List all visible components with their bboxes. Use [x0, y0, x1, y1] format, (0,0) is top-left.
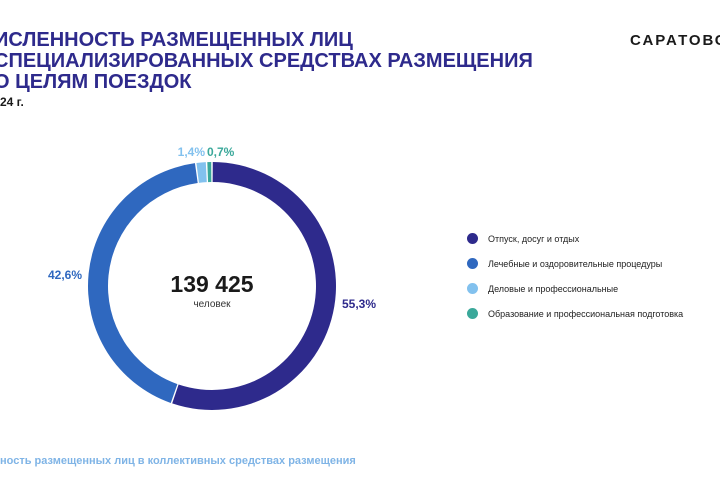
- legend-marker: [467, 283, 478, 294]
- slice-value-label: 42,6%: [48, 268, 82, 282]
- donut-slice: [196, 162, 207, 183]
- donut-slice: [207, 162, 212, 183]
- legend-item: Отпуск, досуг и отдых: [467, 226, 683, 251]
- slice-value-label: 55,3%: [342, 297, 376, 311]
- slice-value-label: 0,7%: [207, 145, 235, 159]
- year-subtitle: 24 г.: [0, 95, 24, 109]
- donut-slice: [88, 163, 198, 403]
- legend-label: Образование и профессиональная подготовк…: [488, 308, 684, 319]
- title-line-3: О ЦЕЛЯМ ПОЕЗДОК: [0, 71, 192, 93]
- legend-item: Лечебные и оздоровительные процедуры: [467, 251, 683, 276]
- brand-logo-text: САРАТОВС: [630, 32, 720, 49]
- title-line-1: ИСЛЕННОСТЬ РАЗМЕЩЕННЫХ ЛИЦ: [0, 29, 353, 51]
- center-unit-label: человек: [193, 299, 231, 310]
- page-title: ИСЛЕННОСТЬ РАЗМЕЩЕННЫХ ЛИЦ СПЕЦИАЛИЗИРОВ…: [0, 30, 554, 93]
- legend-marker: [467, 233, 478, 244]
- title-line-2: СПЕЦИАЛИЗИРОВАННЫХ СРЕДСТВАХ РАЗМЕЩЕНИЯ: [0, 50, 533, 72]
- legend-label: Отпуск, досуг и отдых: [488, 233, 580, 244]
- chart-legend: Отпуск, досуг и отдых Лечебные и оздоров…: [467, 226, 683, 326]
- legend-label: Лечебные и оздоровительные процедуры: [488, 258, 663, 269]
- legend-item: Деловые и профессиональные: [467, 276, 683, 301]
- legend-marker: [467, 258, 478, 269]
- legend-item: Образование и профессиональная подготовк…: [467, 301, 683, 326]
- footnote: ность размещенных лиц в коллективных сре…: [0, 455, 356, 467]
- legend-marker: [467, 308, 478, 319]
- slice-value-label: 1,4%: [178, 145, 206, 159]
- center-total-value: 139 425: [170, 271, 253, 297]
- legend-label: Деловые и профессиональные: [488, 283, 619, 294]
